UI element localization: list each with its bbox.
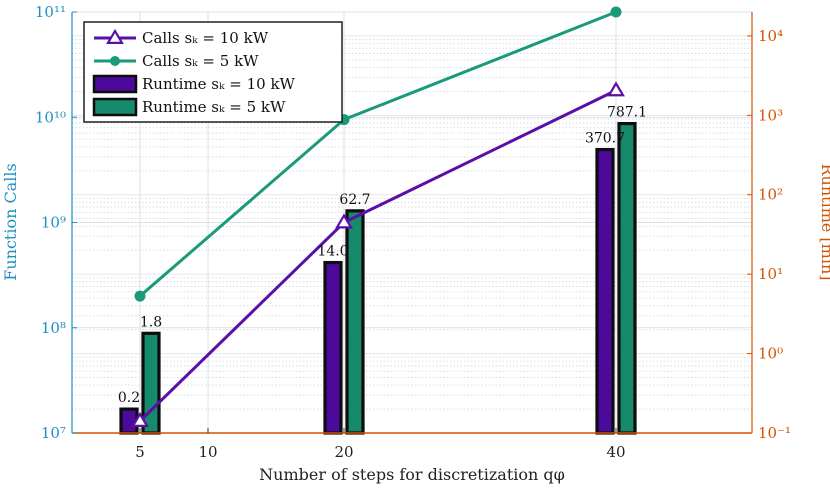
left-tick-label: 10¹⁰ (35, 108, 66, 126)
legend-swatch-bar (92, 97, 138, 117)
right-tick-label: 10² (758, 186, 783, 204)
y-axis-label-right: Runtime [min] (818, 163, 830, 280)
right-tick-label: 10⁻¹ (758, 424, 791, 442)
calls-marker (134, 290, 146, 302)
calls-marker (607, 81, 625, 97)
bar-value-label: 62.7 (339, 192, 370, 208)
calls-lines (131, 6, 625, 428)
x-tick-label: 10 (198, 443, 217, 461)
left-tick-label: 10⁸ (41, 319, 66, 337)
left-tick-label: 10⁷ (41, 424, 66, 442)
right-tick-label: 10⁴ (758, 27, 783, 45)
bar-value-label: 1.8 (140, 314, 162, 330)
legend-swatch-bar (92, 74, 138, 94)
bar-value-labels: 0.2 14.0 370.7 1.8 62.7 787.1 (118, 105, 647, 407)
legend-marker (110, 56, 120, 66)
legend-label: Runtime sₖ = 10 kW (142, 75, 296, 93)
y-axis-label-left: Function Calls (1, 163, 20, 280)
bar-value-label: 0.2 (118, 390, 140, 406)
right-tick-label: 10³ (758, 106, 783, 124)
legend: Calls sₖ = 10 kW Calls sₖ = 5 kW Runtime s… (83, 21, 343, 123)
calls-marker (610, 6, 622, 18)
right-tick-label: 10⁰ (758, 345, 783, 363)
x-tick-label: 5 (135, 443, 145, 461)
legend-label: Runtime sₖ = 5 kW (142, 98, 286, 116)
x-tick-label: 20 (334, 443, 353, 461)
legend-label: Calls sₖ = 5 kW (142, 52, 259, 70)
legend-label: Calls sₖ = 10 kW (142, 29, 269, 47)
runtime-bar (595, 147, 615, 435)
legend-marker (106, 28, 124, 45)
left-tick-label: 10⁹ (41, 214, 66, 232)
x-tick-label: 40 (606, 443, 625, 461)
calls-marker (335, 213, 353, 229)
calls-marker (131, 411, 149, 428)
right-tick-label: 10¹ (758, 265, 783, 283)
runtime-bar (141, 331, 161, 435)
left-tick-label: 10¹¹ (35, 3, 66, 21)
bar-value-label: 14.0 (317, 244, 348, 260)
bar-value-label: 787.1 (607, 105, 647, 121)
runtime-bar (617, 121, 637, 435)
bar-value-label: 370.7 (585, 131, 625, 147)
runtime-bar (345, 209, 365, 435)
axes: 10⁷ 10⁸ 10⁹ 10¹⁰ 10¹¹ 10⁻¹ 10⁰ 10¹ 10² 10³ 10⁴ 5 10 2… (35, 3, 791, 461)
runtime-bar (323, 260, 343, 435)
x-axis-label: Number of steps for discretization qφ (259, 465, 565, 484)
